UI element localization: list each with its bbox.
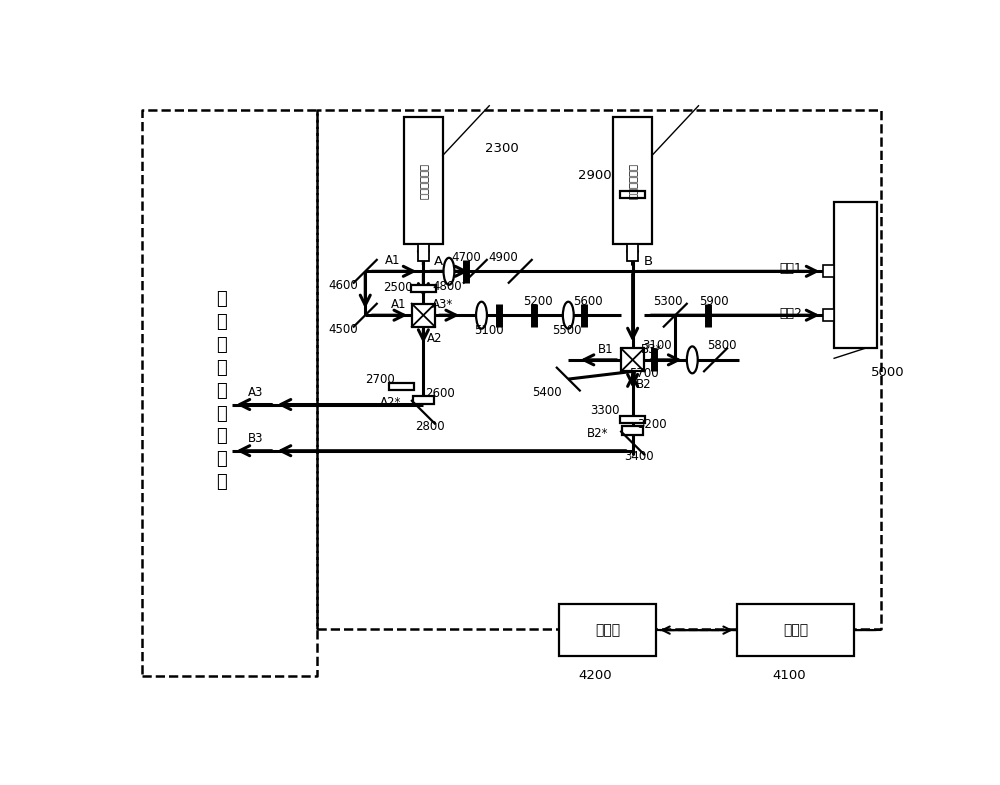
Text: 输入2: 输入2: [780, 307, 803, 320]
Text: 2700: 2700: [365, 373, 395, 385]
Bar: [404, 117, 443, 244]
Text: 3200: 3200: [637, 418, 667, 431]
Text: 4500: 4500: [329, 323, 358, 335]
Text: B2: B2: [636, 378, 651, 391]
Bar: [559, 604, 656, 656]
Bar: [822, 265, 834, 277]
Text: A2: A2: [426, 332, 442, 345]
Text: 5800: 5800: [707, 339, 736, 352]
Text: 5000: 5000: [871, 367, 904, 379]
Text: 5900: 5900: [699, 295, 729, 308]
Ellipse shape: [687, 346, 698, 374]
Text: 4600: 4600: [329, 279, 358, 292]
Text: 热
反
射
系
统
其
它
组
件: 热 反 射 系 统 其 它 组 件: [216, 290, 227, 491]
Text: 5500: 5500: [552, 324, 582, 337]
Text: B: B: [643, 255, 653, 268]
Text: 4100: 4100: [772, 669, 806, 682]
Bar: [621, 349, 644, 371]
Text: 5600: 5600: [573, 295, 602, 308]
Text: 5400: 5400: [532, 386, 561, 400]
Text: 3400: 3400: [624, 451, 654, 463]
Text: 计算机: 计算机: [783, 623, 808, 637]
Bar: [737, 604, 854, 656]
Text: 示波器: 示波器: [595, 623, 620, 637]
Text: 5700: 5700: [629, 367, 659, 380]
Bar: [620, 417, 645, 423]
Text: 3100: 3100: [643, 339, 672, 352]
Text: A3: A3: [248, 385, 263, 399]
Bar: [418, 244, 429, 261]
Bar: [620, 191, 645, 198]
Ellipse shape: [476, 301, 487, 329]
Text: 2800: 2800: [415, 419, 444, 433]
Text: A1: A1: [385, 254, 400, 267]
Bar: [413, 396, 434, 404]
Text: 5300: 5300: [653, 295, 682, 308]
Text: 4800: 4800: [433, 280, 462, 294]
Text: B2*: B2*: [587, 427, 608, 440]
Text: 4900: 4900: [488, 251, 518, 264]
Bar: [834, 202, 877, 349]
Text: 一探测激光器: 一探测激光器: [418, 162, 428, 199]
Text: A: A: [434, 255, 443, 268]
Text: 2300: 2300: [485, 141, 519, 155]
Text: 5100: 5100: [474, 324, 504, 337]
Text: A1: A1: [391, 298, 406, 311]
Ellipse shape: [563, 301, 574, 329]
Text: 4700: 4700: [451, 251, 481, 264]
Ellipse shape: [444, 257, 454, 285]
Text: A3*: A3*: [432, 298, 453, 311]
Text: B3*: B3*: [641, 342, 663, 356]
Bar: [822, 309, 834, 321]
Text: 二探测激光器: 二探测激光器: [628, 162, 638, 199]
Text: B1: B1: [598, 342, 613, 356]
Text: 2600: 2600: [426, 387, 455, 400]
Text: 2500: 2500: [383, 280, 413, 294]
Bar: [622, 426, 643, 435]
Bar: [389, 383, 414, 390]
Text: 5200: 5200: [523, 295, 553, 308]
Text: 2900: 2900: [578, 169, 612, 181]
Bar: [613, 117, 652, 244]
Text: B3: B3: [247, 432, 263, 445]
Text: A2*: A2*: [380, 396, 402, 410]
Text: 输入1: 输入1: [780, 262, 803, 276]
Bar: [411, 285, 436, 292]
Text: 4200: 4200: [578, 669, 612, 682]
Bar: [627, 244, 638, 261]
Text: 3300: 3300: [590, 404, 620, 417]
Bar: [412, 304, 435, 327]
